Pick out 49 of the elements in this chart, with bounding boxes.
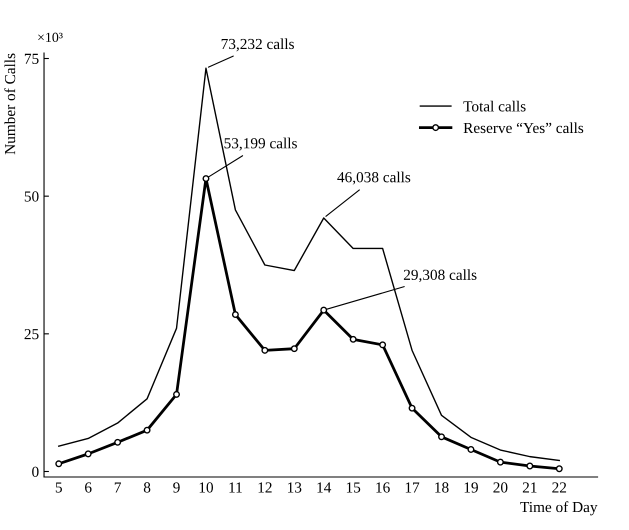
point bbox=[55, 460, 62, 468]
point bbox=[114, 438, 122, 446]
x-tick-label: 9 bbox=[173, 482, 180, 493]
x-tick-label: 19 bbox=[464, 482, 478, 493]
x-tick-label: 21 bbox=[522, 482, 537, 492]
x-tick-label: 7 bbox=[114, 482, 122, 492]
annotation: 46,038 calls bbox=[337, 172, 410, 185]
point bbox=[202, 175, 210, 182]
y-tick-label: 50 bbox=[24, 191, 39, 202]
point bbox=[144, 426, 151, 434]
point bbox=[379, 341, 386, 348]
x-tick-label: 17 bbox=[406, 482, 420, 492]
y-axis-title: Number of Calls bbox=[4, 54, 16, 154]
x-tick-label: 16 bbox=[376, 482, 390, 493]
x-tick-label: 22 bbox=[552, 482, 566, 492]
x-tick-label: 6 bbox=[85, 482, 92, 493]
x-tick-label: 15 bbox=[346, 482, 360, 493]
point bbox=[438, 433, 445, 440]
x-tick-label: 13 bbox=[288, 482, 302, 493]
point bbox=[320, 306, 328, 314]
point bbox=[84, 450, 92, 458]
x-tick-label: 5 bbox=[56, 482, 62, 493]
annotation: 53,199 calls bbox=[224, 138, 297, 151]
point bbox=[173, 390, 180, 398]
point bbox=[408, 404, 416, 412]
point bbox=[556, 465, 563, 472]
point bbox=[232, 311, 239, 318]
x-axis-title: Time of Day bbox=[520, 501, 598, 516]
x-tick-label: 11 bbox=[229, 482, 242, 492]
point bbox=[261, 346, 268, 354]
point bbox=[526, 462, 534, 470]
text: ×10³ bbox=[38, 32, 63, 42]
x-tick-label: 20 bbox=[493, 482, 508, 493]
point bbox=[467, 446, 474, 453]
annotation: 29,308 calls bbox=[404, 269, 477, 282]
y-tick-label: 25 bbox=[24, 329, 39, 340]
point bbox=[290, 345, 298, 352]
y-tick-label: 75 bbox=[24, 54, 39, 64]
point bbox=[496, 458, 504, 466]
x-tick-label: 8 bbox=[144, 482, 150, 493]
x-tick-label: 12 bbox=[258, 482, 272, 492]
y-tick-label: 0 bbox=[32, 466, 39, 477]
x-tick-label: 10 bbox=[200, 482, 214, 493]
legend-label: Total calls bbox=[463, 100, 526, 112]
x-tick-label: 14 bbox=[317, 482, 332, 492]
annotation: 73,232 calls bbox=[222, 38, 294, 52]
point bbox=[350, 336, 357, 343]
legend-label: Reserve “Yes” calls bbox=[464, 122, 584, 134]
x-tick-label: 18 bbox=[435, 482, 449, 493]
